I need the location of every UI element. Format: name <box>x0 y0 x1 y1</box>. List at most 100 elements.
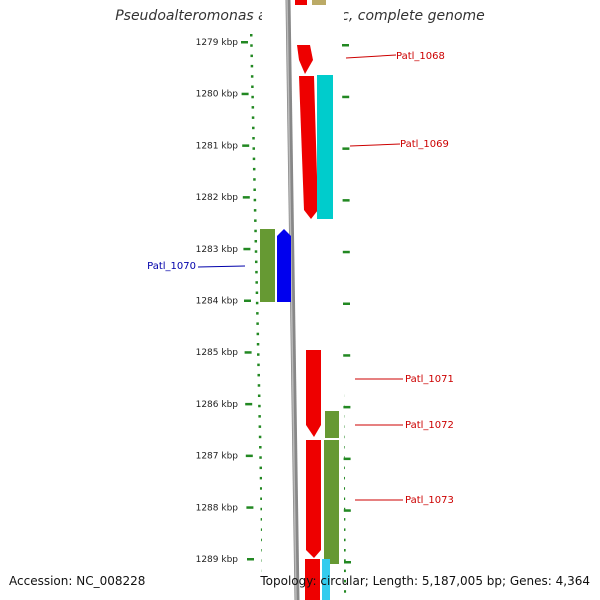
ruler-dot-left <box>250 75 254 78</box>
ruler-dot-left <box>258 404 261 408</box>
scale-major-tick-right <box>343 302 350 305</box>
scale-major-tick <box>243 247 251 251</box>
scale-major-tick <box>241 92 249 96</box>
ruler-dot-left <box>254 219 257 222</box>
ruler-dot-left <box>251 116 255 119</box>
scale-major-tick <box>242 196 250 199</box>
ruler-dot-left <box>252 147 255 150</box>
ruler-dot-left <box>250 64 254 68</box>
ruler-dot-left <box>259 487 263 490</box>
scale-major-tick-right <box>344 561 351 564</box>
ruler-dot-left <box>257 353 260 356</box>
ruler-dot-left <box>251 95 254 99</box>
ruler-dot-right <box>342 528 346 531</box>
gene-label-patl-1070[interactable]: Patl_1070 <box>147 261 196 272</box>
ruler-dot-left <box>251 85 254 88</box>
ruler-dot-right <box>343 549 346 552</box>
scale-major-tick-right <box>342 147 350 150</box>
ruler-dot-left <box>256 322 259 325</box>
ruler-dot-left <box>258 425 262 428</box>
scale-tick-label: 1283 kbp <box>196 245 239 255</box>
gene-feature-patl-1073 <box>324 440 339 564</box>
ruler-dot-left <box>259 446 262 449</box>
scale-tick-label: 1285 kbp <box>196 348 239 358</box>
ruler-dot-left <box>259 456 262 459</box>
gene-feature-patl-1068 <box>297 45 313 74</box>
ruler-dot-left <box>250 34 253 37</box>
scale-major-tick-right <box>343 354 351 357</box>
ruler-dot-left <box>253 209 257 212</box>
scale-tick-label: 1282 kbp <box>196 193 239 203</box>
scale-tick-label: 1279 kbp <box>196 38 239 48</box>
ruler-dot-left <box>258 415 261 418</box>
ruler-dot-right <box>343 569 346 573</box>
gene-label-patl-1069[interactable]: Patl_1069 <box>400 139 449 150</box>
scale-major-tick-right <box>343 509 351 512</box>
scale-major-tick <box>244 351 252 354</box>
scale-major-tick-right <box>343 405 351 409</box>
gene-feature-partial-bottom-cyan <box>322 559 330 600</box>
gene-feature-partial-top-red <box>295 0 307 5</box>
scale-major-tick-right <box>342 250 350 254</box>
ruler-dot-left <box>260 507 263 511</box>
ruler-dot-left <box>254 250 258 253</box>
ruler-dot-left <box>252 157 256 161</box>
ruler-dot-left <box>257 363 260 367</box>
ruler-dot-left <box>259 476 263 480</box>
ruler-dot-left <box>255 291 259 294</box>
gene-label-patl-1073[interactable]: Patl_1073 <box>405 495 454 506</box>
ruler-dot-left <box>252 137 255 140</box>
ruler-dot-left <box>259 466 263 470</box>
ruler-dot-left <box>254 240 258 243</box>
scale-major-tick <box>242 144 250 147</box>
ruler-dot-left <box>258 435 262 439</box>
ruler-dot-left <box>253 188 256 191</box>
gene-feature-patl-1071 <box>306 350 321 437</box>
ruler-dot-left <box>255 270 258 274</box>
ruler-dot-left <box>255 281 258 284</box>
ruler-dot-right <box>343 538 346 542</box>
gene-label-patl-1072[interactable]: Patl_1072 <box>405 420 454 431</box>
scale-tick-label: 1288 kbp <box>196 503 239 513</box>
scale-tick-label: 1289 kbp <box>196 555 239 565</box>
scale-tick-label: 1286 kbp <box>196 400 239 410</box>
scale-tick-label: 1287 kbp <box>196 452 239 462</box>
genome-backbone-highlight <box>286 0 297 600</box>
scale-major-tick <box>247 558 254 561</box>
ruler-dot-left <box>253 198 257 202</box>
scale-major-tick-right <box>343 457 351 461</box>
leader-line-patl-1070 <box>197 265 246 268</box>
ruler-dot-right <box>343 559 346 562</box>
scale-major-tick <box>244 299 251 302</box>
ruler-dot-left <box>250 44 253 47</box>
gene-label-patl-1071[interactable]: Patl_1071 <box>405 374 454 385</box>
ruler-dot-left <box>253 178 256 181</box>
scale-major-tick <box>241 41 248 44</box>
gene-feature-patl-1069 <box>317 75 333 219</box>
gene-feature-partial-top-olive <box>312 0 326 5</box>
ruler-dot-left <box>254 229 257 233</box>
ruler-dot-left <box>257 394 261 397</box>
ruler-dot-left <box>257 384 261 387</box>
gene-feature-patl-1070 <box>277 229 291 302</box>
gene-label-patl-1068[interactable]: Patl_1068 <box>396 51 445 62</box>
gene-feature-patl-1072 <box>325 411 339 438</box>
ruler-dot-left <box>255 301 259 305</box>
scale-tick-label: 1284 kbp <box>196 297 239 307</box>
ruler-dot-left <box>260 518 264 521</box>
scale-labels: 1279 kbp 1280 kbp 1281 kbp 1282 kbp 1283 kbp… <box>196 38 351 565</box>
scale-major-tick <box>245 454 253 458</box>
scale-tick-label: 1280 kbp <box>196 90 239 100</box>
accession-text: Accession: NC_008228 <box>9 574 146 588</box>
ruler-dot-right <box>343 590 347 593</box>
scale-tick-label: 1281 kbp <box>196 141 239 151</box>
ruler-dot-left <box>252 167 256 171</box>
ruler-dot-left <box>256 343 260 346</box>
gene-feature-red-long <box>299 76 318 219</box>
ruler-dot-left <box>257 373 260 377</box>
ruler-dot-left <box>254 260 258 264</box>
ruler-dot-right <box>342 518 346 521</box>
gene-feature-partial-bottom-red <box>305 559 320 600</box>
leader-line-patl-1069 <box>349 143 401 147</box>
